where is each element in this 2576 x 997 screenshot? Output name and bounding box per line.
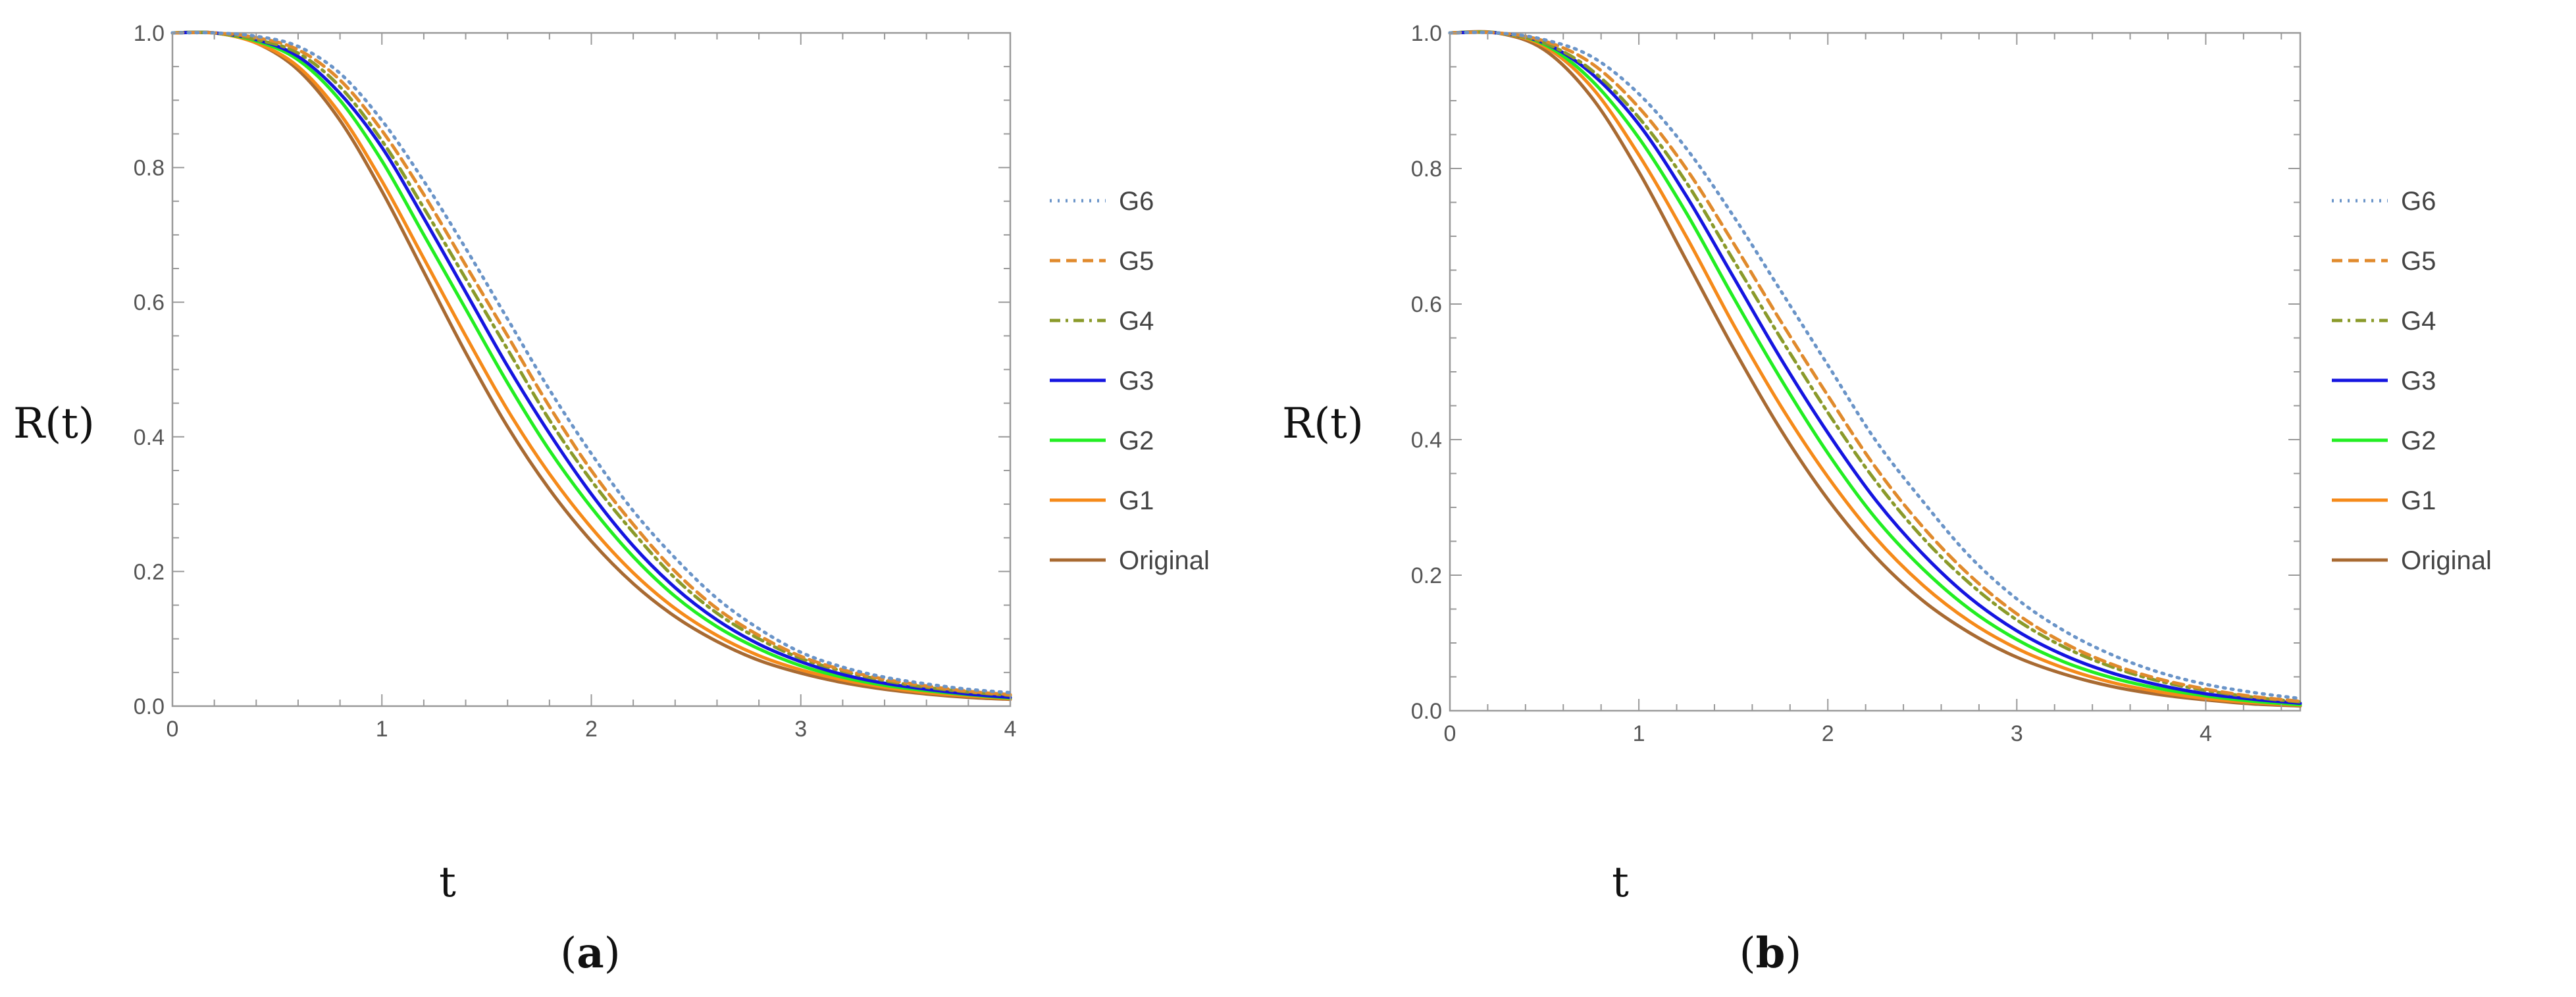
y-tick-label: 0.2: [134, 559, 165, 584]
legend-label: G4: [2401, 307, 2436, 336]
legend-label: G4: [1119, 307, 1154, 336]
legend-label: G5: [2401, 247, 2436, 276]
plot-frame: [1449, 32, 2302, 712]
legend-label: G5: [1119, 247, 1154, 276]
legend-label: G6: [2401, 187, 2436, 216]
y-tick-label: 1.0: [134, 21, 165, 46]
legend-label: G2: [1119, 426, 1154, 455]
y-tick-label: 0.0: [134, 694, 165, 719]
ticks-layer: 0 1 2 3 4 0.0 0.2 0.4 0.6 0.8 1.0: [134, 21, 1017, 742]
series-line-g1: [1448, 30, 2302, 707]
series-layer: [170, 30, 1012, 702]
legend: G6 G5 G4 G3 G2 G1 Original: [1050, 187, 1210, 575]
series-line-g5: [170, 30, 1012, 697]
series-line-g3: [1448, 30, 2302, 705]
legend-label: G6: [1119, 187, 1154, 216]
series-line-g2: [170, 30, 1012, 700]
x-tick-label: 1: [1633, 721, 1645, 746]
x-tick-label: 2: [585, 717, 598, 742]
legend-label: G1: [2401, 486, 2436, 515]
x-tick-label: 0: [1444, 721, 1456, 746]
ticks-layer: 0 1 2 3 4 0.0 0.2 0.4 0.6 0.8 1.0: [1411, 21, 2300, 746]
x-axis-title: t: [1612, 858, 1629, 907]
series-line-original: [1448, 30, 2302, 708]
legend: G6 G5 G4 G3 G2 G1 Original: [2332, 187, 2492, 575]
series-layer: [1448, 30, 2302, 708]
series-line-g5: [1448, 30, 2302, 703]
legend-label: G3: [1119, 367, 1154, 396]
series-line-original: [170, 30, 1012, 702]
x-tick-label: 3: [2011, 721, 2023, 746]
legend-label: Original: [2401, 546, 2492, 575]
x-tick-label: 3: [794, 717, 807, 742]
series-line-g2: [1448, 30, 2302, 707]
series-line-g3: [170, 30, 1012, 700]
legend-label: Original: [1119, 546, 1210, 575]
y-tick-label: 0.8: [134, 156, 165, 181]
x-tick-label: 2: [1822, 721, 1834, 746]
series-line-g1: [170, 30, 1012, 701]
y-axis-title: R(t): [1282, 399, 1364, 448]
x-tick-label: 0: [167, 717, 179, 742]
series-line-g4: [170, 30, 1012, 698]
chart-panel-a: 0 1 2 3 4 0.0 0.2 0.4 0.6 0.8 1.0 G6 G5 G4 G3 G2 G1 Orig…: [13, 21, 1210, 978]
y-tick-label: 1.0: [1411, 21, 1442, 46]
panel-caption: (b): [1739, 929, 1802, 978]
series-line-g6: [170, 31, 1012, 695]
panel-caption: (a): [560, 929, 620, 978]
chart-panel-b: 0 1 2 3 4 0.0 0.2 0.4 0.6 0.8 1.0 G6 G5 G4 G3 G2 G1 Orig…: [1282, 21, 2492, 978]
y-tick-label: 0.6: [134, 290, 165, 315]
panel-letter: a: [577, 929, 604, 978]
y-tick-label: 0.4: [1411, 428, 1442, 453]
legend-label: G2: [2401, 426, 2436, 455]
y-axis-title: R(t): [13, 399, 95, 448]
series-line-g6: [1448, 30, 2302, 700]
legend-label: G1: [1119, 486, 1154, 515]
y-tick-label: 0.8: [1411, 157, 1442, 182]
legend-label: G3: [2401, 367, 2436, 396]
y-tick-label: 0.2: [1411, 563, 1442, 588]
y-tick-label: 0.6: [1411, 292, 1442, 317]
x-tick-label: 1: [376, 717, 388, 742]
panel-letter: b: [1756, 929, 1786, 978]
x-axis-title: t: [439, 858, 456, 907]
y-tick-label: 0.4: [134, 425, 165, 450]
y-tick-label: 0.0: [1411, 699, 1442, 724]
plot-frame: [171, 32, 1012, 707]
x-tick-label: 4: [1004, 717, 1017, 742]
series-line-g4: [1448, 30, 2302, 704]
x-tick-label: 4: [2200, 721, 2212, 746]
